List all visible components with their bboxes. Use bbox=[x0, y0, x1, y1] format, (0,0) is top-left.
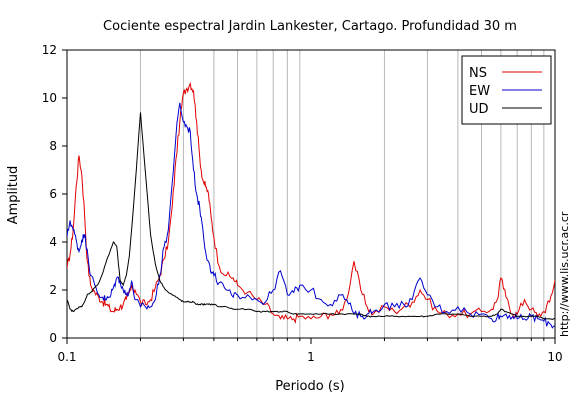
chart-title: Cociente espectral Jardin Lankester, Car… bbox=[103, 19, 517, 34]
y-tick-label: 2 bbox=[49, 283, 57, 297]
legend: NS EW UD bbox=[461, 55, 552, 125]
x-tick-label: 0.1 bbox=[57, 350, 76, 364]
axis-ticks: 0 2 4 6 8 10 12 0.1 1 10 bbox=[42, 43, 563, 364]
y-axis-label: Amplitud bbox=[6, 166, 21, 225]
series-layer bbox=[67, 81, 555, 329]
legend-label-ew: EW bbox=[469, 84, 490, 99]
legend-label-ns: NS bbox=[469, 66, 487, 81]
y-tick-label: 4 bbox=[49, 235, 57, 249]
y-tick-label: 6 bbox=[49, 187, 57, 201]
y-tick-label: 8 bbox=[49, 139, 57, 153]
y-tick-label: 10 bbox=[42, 91, 57, 105]
y-tick-label: 12 bbox=[42, 43, 57, 57]
y-tick-label: 0 bbox=[49, 331, 57, 345]
x-axis-label: Periodo (s) bbox=[275, 379, 345, 394]
series-line-ns bbox=[67, 81, 555, 324]
series-line-ud bbox=[67, 112, 555, 321]
x-tick-label: 10 bbox=[547, 350, 562, 364]
watermark-url: http://www.lis.ucr.ac.cr bbox=[558, 211, 571, 337]
legend-label-ud: UD bbox=[469, 102, 489, 117]
series-line-ew bbox=[67, 102, 555, 329]
x-tick-label: 1 bbox=[307, 350, 315, 364]
